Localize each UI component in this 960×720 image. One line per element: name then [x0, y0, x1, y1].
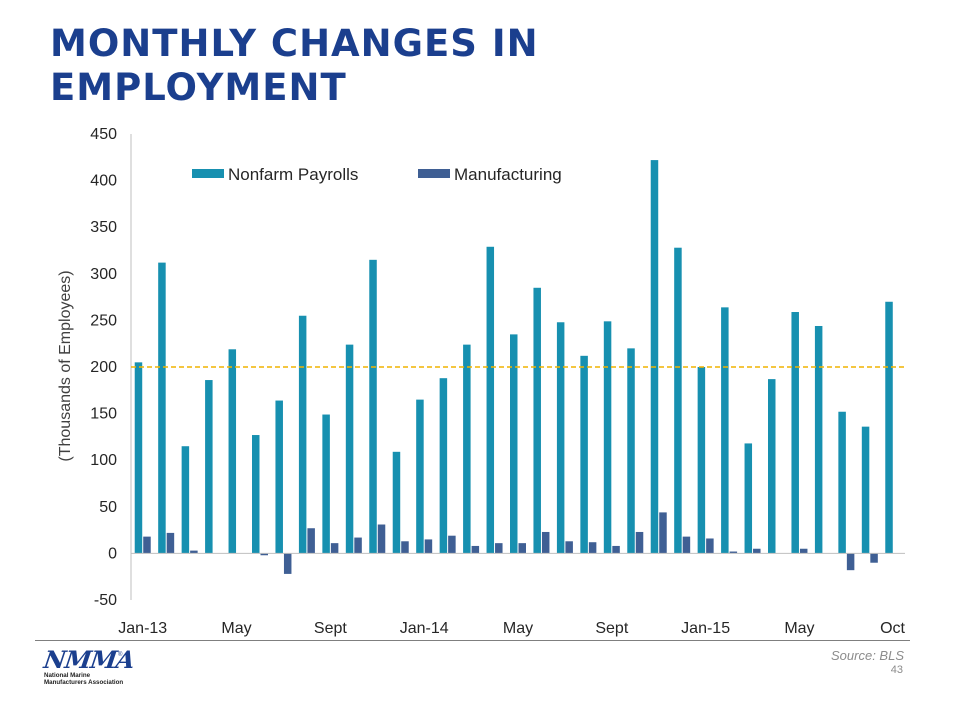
bar-manufacturing [588, 542, 597, 554]
x-tick-label: Jan-14 [400, 620, 449, 637]
bar-nonfarm-payrolls [814, 325, 823, 554]
bar-nonfarm-payrolls [791, 312, 799, 554]
bar-manufacturing [448, 535, 456, 554]
x-tick-label: Sept [314, 620, 347, 637]
y-tick-label: 250 [90, 312, 117, 329]
bar-nonfarm-payrolls [158, 262, 166, 554]
y-axis-title: (Thousands of Employees) [57, 270, 74, 461]
y-tick-label: 150 [90, 406, 117, 423]
x-tick-label: May [784, 620, 814, 637]
legend-label: Manufacturing [454, 165, 562, 184]
bar-manufacturing [518, 543, 526, 554]
bar-nonfarm-payrolls [298, 315, 307, 554]
y-tick-label: 300 [90, 266, 117, 283]
bar-manufacturing [471, 545, 480, 554]
bar-nonfarm-payrolls [252, 435, 260, 554]
bar-manufacturing [283, 553, 292, 574]
bar-nonfarm-payrolls [486, 246, 495, 554]
nmma-logo: NMMA ® National Marine Manufacturers Ass… [42, 645, 136, 694]
bar-nonfarm-payrolls [861, 426, 870, 554]
bar-manufacturing [401, 541, 409, 554]
x-tick-label: May [503, 620, 533, 637]
bar-nonfarm-payrolls [439, 378, 448, 554]
y-tick-label: 100 [90, 452, 117, 469]
bar-manufacturing [143, 536, 151, 554]
bar-manufacturing [682, 536, 691, 554]
bar-manufacturing [424, 539, 433, 554]
x-tick-label: Sept [595, 620, 628, 637]
bar-nonfarm-payrolls [603, 321, 612, 554]
logo-line-1: National Marine [44, 672, 91, 679]
bar-manufacturing [729, 551, 738, 554]
bar-nonfarm-payrolls [392, 451, 401, 554]
bar-manufacturing [846, 553, 855, 571]
bar-manufacturing [706, 538, 714, 554]
bar-nonfarm-payrolls [674, 247, 682, 554]
bar-nonfarm-payrolls [134, 362, 143, 554]
y-tick-label: 200 [90, 359, 117, 376]
bar-manufacturing [377, 524, 386, 554]
page-number: 43 [890, 664, 903, 676]
bar-nonfarm-payrolls [463, 344, 471, 554]
x-tick-label: Jan-13 [118, 620, 167, 637]
bar-nonfarm-payrolls [510, 334, 518, 554]
bar-nonfarm-payrolls [744, 443, 753, 554]
y-tick-label: 400 [90, 173, 117, 190]
bar-nonfarm-payrolls [768, 379, 776, 554]
footer-rule [35, 640, 910, 641]
bar-nonfarm-payrolls [697, 367, 706, 554]
logo-line-2: Manufacturers Association [44, 679, 124, 686]
bar-nonfarm-payrolls [627, 348, 635, 554]
bar-nonfarm-payrolls [322, 414, 330, 554]
y-tick-label: 0 [108, 545, 117, 562]
bar-nonfarm-payrolls [275, 400, 283, 554]
x-tick-label: Jan-15 [681, 620, 730, 637]
bar-nonfarm-payrolls [416, 399, 424, 554]
legend-swatch [192, 169, 224, 178]
bar-manufacturing [870, 553, 878, 563]
legend-label: Nonfarm Payrolls [228, 165, 358, 184]
bar-nonfarm-payrolls [580, 355, 588, 554]
bar-nonfarm-payrolls [533, 287, 541, 554]
y-tick-label: 350 [90, 219, 117, 236]
bar-manufacturing [330, 543, 339, 554]
bar-nonfarm-payrolls [205, 380, 213, 554]
legend-swatch [418, 169, 450, 178]
y-tick-label: -50 [94, 592, 117, 609]
bar-manufacturing [799, 548, 808, 554]
x-tick-label: Oct [880, 620, 905, 637]
bar-manufacturing [166, 532, 175, 554]
bar-manufacturing [659, 512, 667, 554]
bar-nonfarm-payrolls [556, 322, 565, 554]
bar-manufacturing [260, 553, 268, 556]
source-note: Source: BLS [831, 648, 904, 663]
y-tick-label: 50 [99, 499, 117, 516]
bar-nonfarm-payrolls [838, 411, 846, 554]
x-tick-label: May [221, 620, 251, 637]
logo-mark: NMMA [42, 645, 136, 674]
bar-nonfarm-payrolls [721, 307, 729, 554]
bar-nonfarm-payrolls [345, 344, 354, 554]
bar-nonfarm-payrolls [181, 446, 190, 554]
bar-manufacturing [565, 541, 573, 554]
bar-manufacturing [753, 548, 761, 554]
bar-nonfarm-payrolls [228, 349, 237, 554]
bar-nonfarm-payrolls [650, 160, 659, 554]
slide-title: MONTHLY CHANGES IN EMPLOYMENT [50, 22, 539, 109]
bar-nonfarm-payrolls [369, 259, 377, 554]
bar-manufacturing [354, 537, 362, 554]
bar-nonfarm-payrolls [885, 301, 893, 554]
y-tick-label: 450 [90, 126, 117, 143]
bar-manufacturing [307, 528, 315, 554]
bar-manufacturing [541, 531, 550, 554]
bar-manufacturing [612, 545, 620, 554]
logo-trademark: ® [118, 652, 123, 658]
bar-manufacturing [495, 543, 503, 554]
bar-manufacturing [635, 531, 644, 554]
bar-manufacturing [190, 550, 198, 554]
